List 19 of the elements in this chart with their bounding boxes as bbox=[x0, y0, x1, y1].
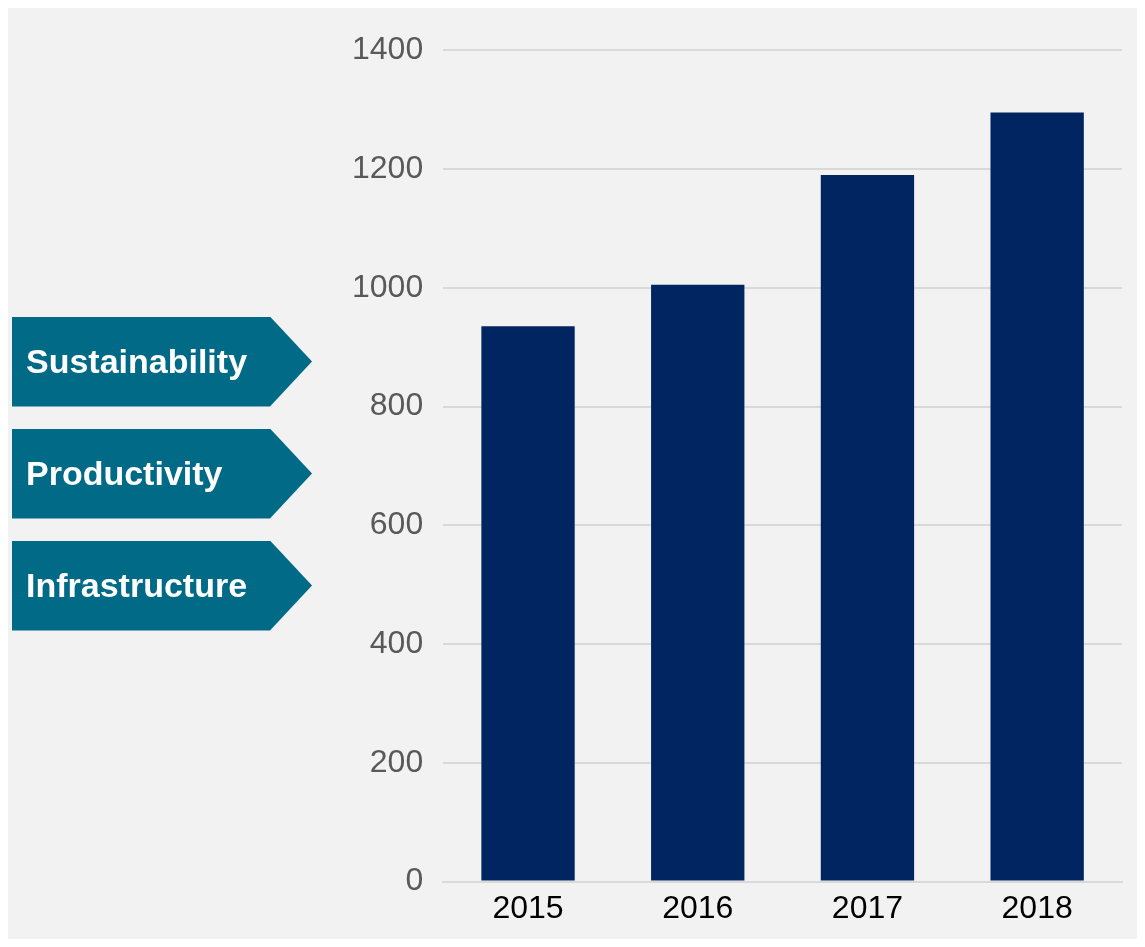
x-tick-label: 2017 bbox=[831, 888, 904, 925]
bar bbox=[481, 326, 575, 881]
y-tick-label: 200 bbox=[369, 742, 424, 779]
y-tick-label: 1000 bbox=[352, 267, 424, 304]
arrow-tag: Infrastructure bbox=[12, 540, 312, 631]
bar bbox=[651, 284, 745, 881]
x-tick-label: 2015 bbox=[492, 888, 564, 925]
y-tick-label: 400 bbox=[369, 623, 424, 660]
x-tick-label: 2016 bbox=[662, 888, 734, 925]
arrow-tag: Productivity bbox=[12, 428, 312, 519]
y-tick-label: 600 bbox=[369, 505, 424, 542]
bar bbox=[820, 174, 915, 881]
y-tick-label: 0 bbox=[405, 861, 424, 898]
bar bbox=[990, 112, 1084, 881]
x-tick-label: 2018 bbox=[1001, 888, 1073, 925]
y-tick-label: 1400 bbox=[352, 30, 424, 67]
y-tick-label: 1200 bbox=[352, 148, 424, 185]
arrow-tag: Sustainability bbox=[12, 316, 312, 407]
y-tick-label: 800 bbox=[369, 386, 424, 423]
